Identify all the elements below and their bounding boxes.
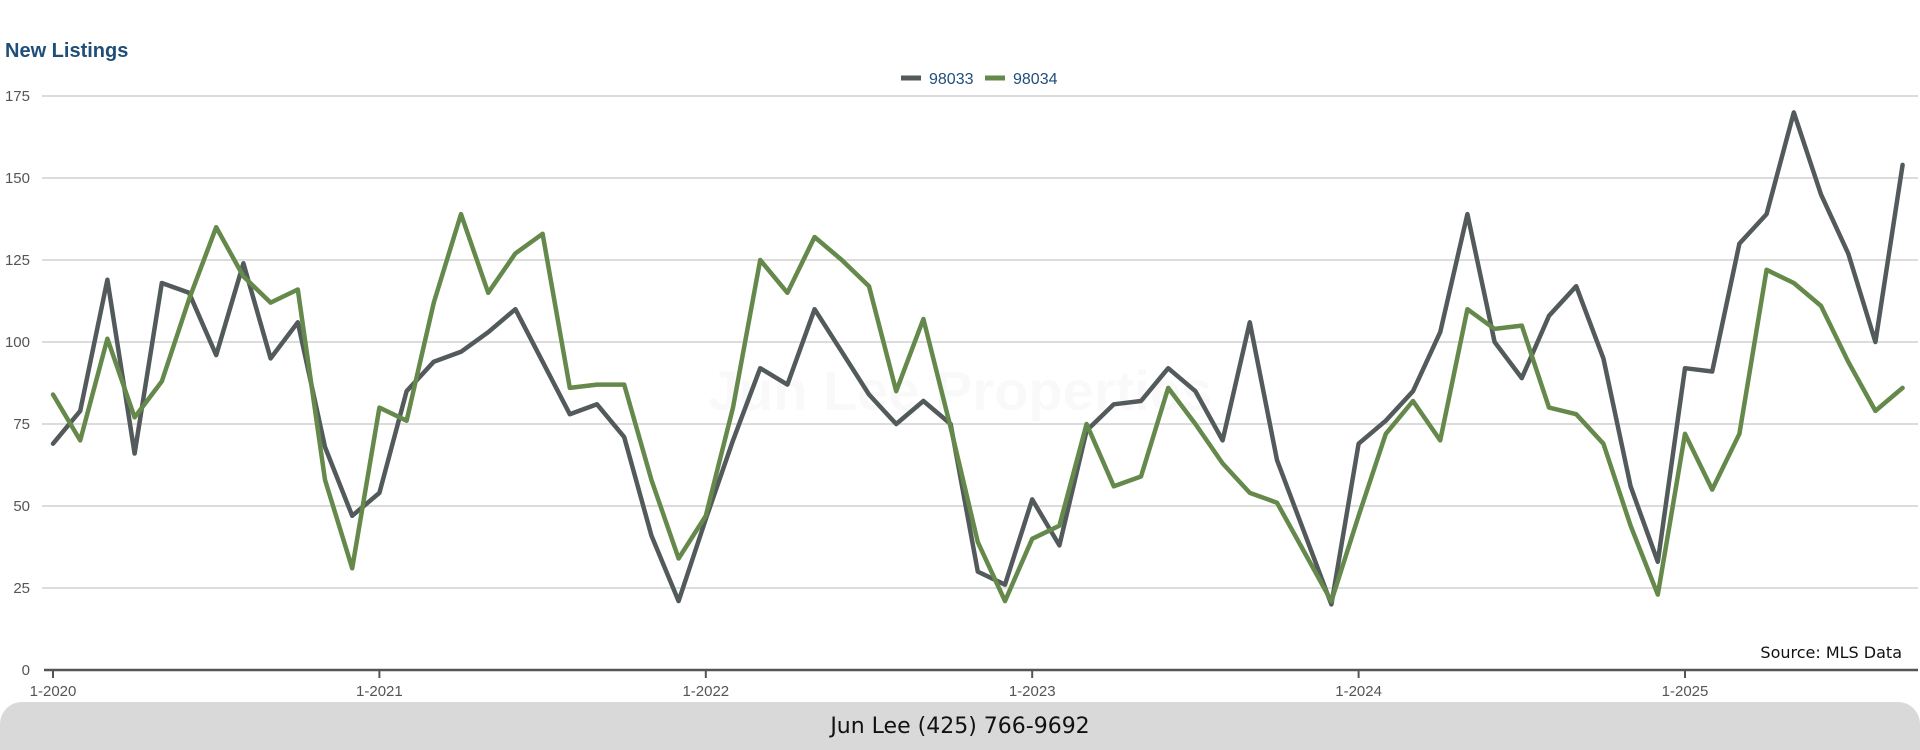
footer-contact: Jun Lee (425) 766-9692 <box>830 713 1090 739</box>
legend-label-98034: 98034 <box>1013 71 1058 88</box>
x-tick-label: 1-2023 <box>1009 683 1056 700</box>
series-lines <box>50 110 1905 607</box>
legend-label-98033: 98033 <box>929 71 974 88</box>
x-tick-label: 1-2025 <box>1662 683 1709 700</box>
y-tick-label: 0 <box>22 662 30 679</box>
source-note: Source: MLS Data <box>1760 643 1902 662</box>
legend: 98033 98034 <box>901 71 1058 88</box>
x-tick-label: 1-2022 <box>682 683 729 700</box>
y-tick-label: 125 <box>5 252 30 269</box>
y-tick-label: 50 <box>13 498 30 515</box>
y-tick-label: 25 <box>13 580 30 597</box>
y-tick-label: 175 <box>5 88 30 105</box>
y-tick-label: 150 <box>5 170 30 187</box>
line-chart: Jun Lee Properties 0 25 50 75 100 125 150 175 1-… <box>5 71 1918 700</box>
chart-title: New Listings <box>5 40 129 62</box>
x-tick-label: 1-2021 <box>356 683 403 700</box>
watermark-text: Jun Lee Properties <box>708 359 1212 422</box>
series-line-98034 <box>50 211 1905 604</box>
footer-bar: Jun Lee (425) 766-9692 <box>0 702 1920 750</box>
y-tick-label: 100 <box>5 334 30 351</box>
axes: 0 25 50 75 100 125 150 175 1-2020 1-2021 1-2022 1-2… <box>5 88 1918 700</box>
x-tick-label: 1-2024 <box>1335 683 1382 700</box>
gridlines <box>42 95 1918 589</box>
y-tick-label: 75 <box>13 416 30 433</box>
x-tick-label: 1-2020 <box>30 683 77 700</box>
